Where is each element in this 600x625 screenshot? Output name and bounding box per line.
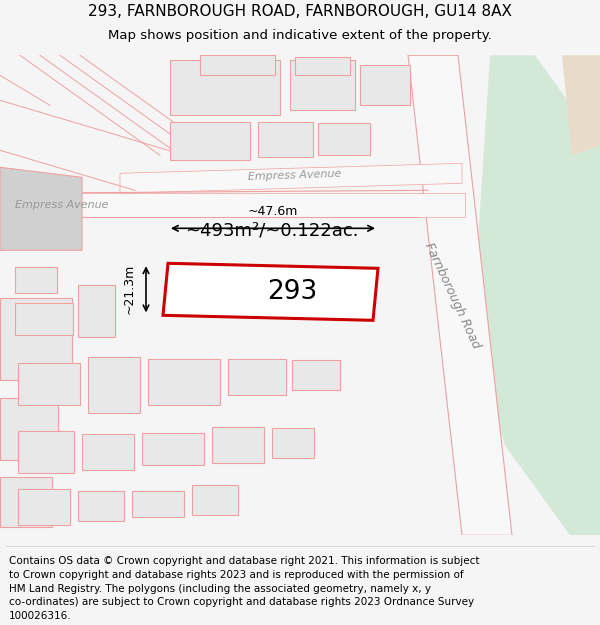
- Text: Empress Avenue: Empress Avenue: [15, 200, 109, 210]
- Polygon shape: [120, 163, 462, 193]
- Polygon shape: [562, 55, 600, 155]
- Bar: [318, 123, 370, 155]
- Text: 293: 293: [268, 279, 317, 305]
- Bar: [192, 485, 238, 515]
- Bar: [292, 360, 340, 390]
- Bar: [0, 193, 465, 218]
- Bar: [88, 357, 140, 413]
- Text: 100026316.: 100026316.: [9, 611, 71, 621]
- Bar: [18, 363, 80, 405]
- Polygon shape: [408, 55, 512, 535]
- Bar: [78, 491, 124, 521]
- Text: co-ordinates) are subject to Crown copyright and database rights 2023 Ordnance S: co-ordinates) are subject to Crown copyr…: [9, 598, 474, 608]
- Bar: [272, 428, 314, 458]
- Bar: [148, 359, 220, 405]
- Text: ~21.3m: ~21.3m: [123, 264, 136, 314]
- Bar: [0, 398, 58, 460]
- Bar: [142, 433, 204, 465]
- Text: 293, FARNBOROUGH ROAD, FARNBOROUGH, GU14 8AX: 293, FARNBOROUGH ROAD, FARNBOROUGH, GU14…: [88, 4, 512, 19]
- Polygon shape: [472, 55, 600, 535]
- Text: Map shows position and indicative extent of the property.: Map shows position and indicative extent…: [108, 29, 492, 42]
- Polygon shape: [163, 263, 378, 320]
- Bar: [78, 285, 115, 338]
- Bar: [15, 268, 57, 293]
- Bar: [170, 122, 250, 160]
- Bar: [212, 428, 264, 463]
- Bar: [228, 359, 286, 396]
- Bar: [295, 58, 350, 75]
- Bar: [18, 489, 70, 525]
- Bar: [360, 65, 410, 105]
- Bar: [18, 431, 74, 473]
- Text: Farnborough Road: Farnborough Road: [422, 240, 482, 351]
- Text: ~493m²/~0.122ac.: ~493m²/~0.122ac.: [185, 221, 359, 239]
- Polygon shape: [0, 168, 82, 250]
- Bar: [15, 303, 73, 335]
- Text: Contains OS data © Crown copyright and database right 2021. This information is : Contains OS data © Crown copyright and d…: [9, 556, 479, 566]
- Bar: [258, 122, 313, 158]
- Bar: [0, 298, 72, 380]
- Text: to Crown copyright and database rights 2023 and is reproduced with the permissio: to Crown copyright and database rights 2…: [9, 570, 464, 580]
- Bar: [170, 60, 280, 115]
- Bar: [0, 478, 52, 528]
- Text: Empress Avenue: Empress Avenue: [248, 169, 342, 182]
- Bar: [132, 491, 184, 518]
- Text: HM Land Registry. The polygons (including the associated geometry, namely x, y: HM Land Registry. The polygons (includin…: [9, 584, 431, 594]
- Bar: [82, 434, 134, 470]
- Bar: [200, 55, 275, 75]
- Bar: [290, 60, 355, 110]
- Text: ~47.6m: ~47.6m: [248, 205, 298, 218]
